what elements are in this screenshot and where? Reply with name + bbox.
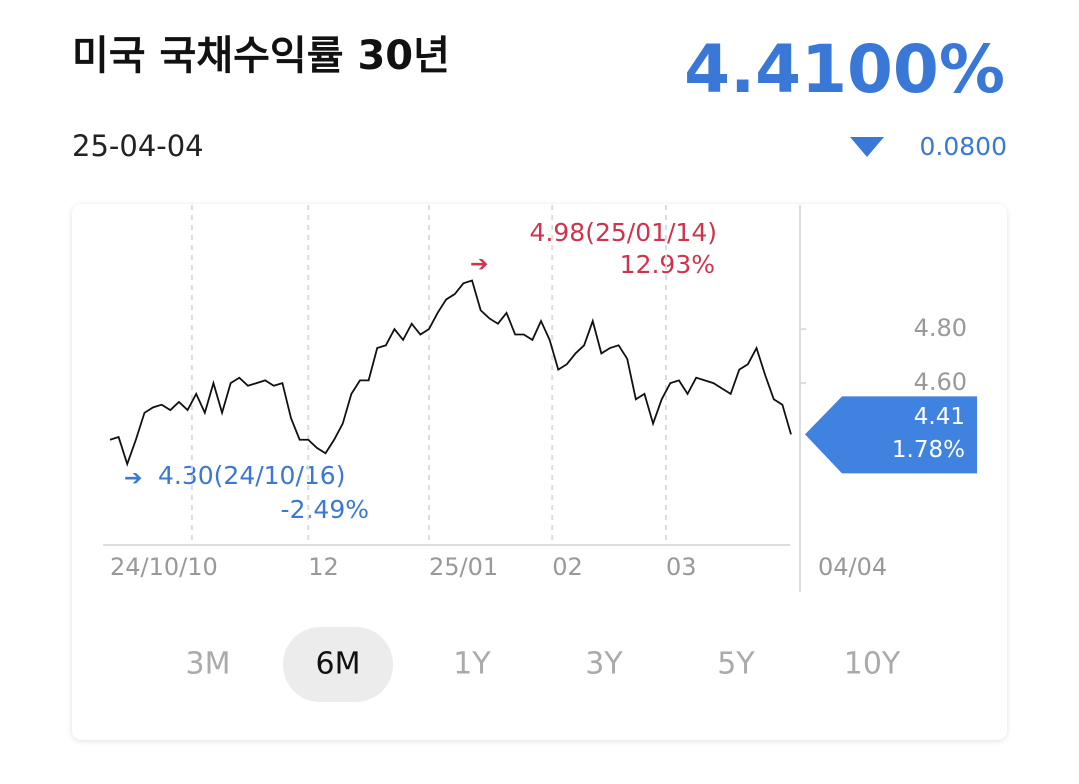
period-button[interactable]: 1Y	[453, 647, 491, 682]
period-selected-bg	[283, 627, 393, 702]
x-end-label: 04/04	[818, 553, 887, 581]
period-button[interactable]: 6M	[316, 647, 361, 682]
period-button[interactable]: 10Y	[844, 647, 901, 682]
change: 0.0800	[920, 132, 1007, 161]
price-line	[109, 279, 792, 467]
price: 4.4100%	[684, 31, 1005, 108]
current-label: 4.41	[914, 404, 965, 430]
period-button[interactable]: 3M	[186, 647, 231, 682]
down-icon	[850, 137, 884, 157]
date: 25-04-04	[72, 129, 204, 163]
period-button[interactable]: 5Y	[717, 647, 755, 682]
low-label: 4.30(24/10/16)	[158, 461, 345, 490]
high-change: 12.93%	[620, 250, 715, 279]
title: 미국 국채수익률 30년	[72, 33, 450, 79]
card	[72, 204, 1007, 740]
high-arrow: ➔	[470, 252, 488, 277]
high-label: 4.98(25/01/14)	[530, 218, 717, 247]
x-tick-label: 25/01	[429, 553, 498, 581]
x-tick-label: 02	[552, 553, 583, 581]
x-tick-label: 12	[308, 553, 339, 581]
current-tag	[805, 396, 977, 474]
low-change: -2.49%	[281, 495, 369, 524]
x-tick-label: 03	[666, 553, 697, 581]
period-button[interactable]: 3Y	[585, 647, 623, 682]
x-tick-label: 24/10/10	[110, 553, 218, 581]
y-tick-label: 4.80	[914, 314, 967, 342]
low-arrow: ➔	[124, 466, 142, 491]
current-change: 1.78%	[892, 437, 965, 463]
y-tick-label: 4.60	[914, 368, 967, 396]
